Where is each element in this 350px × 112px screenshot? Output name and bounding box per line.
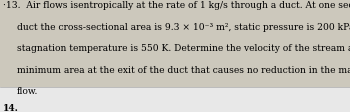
Text: 14.: 14. [3, 103, 19, 112]
Text: flow.: flow. [17, 86, 38, 95]
Bar [0, 87, 350, 112]
Text: minimum area at the exit of the duct that causes no reduction in the mass rate o: minimum area at the exit of the duct tha… [17, 65, 350, 74]
Text: duct the cross-sectional area is 9.3 × 10⁻³ m², static pressure is 200 kPa, and: duct the cross-sectional area is 9.3 × 1… [17, 22, 350, 31]
Text: ·13.  Air flows isentropically at the rate of 1 kg/s through a duct. At one sect: ·13. Air flows isentropically at the rat… [3, 1, 350, 10]
Text: stagnation temperature is 550 K. Determine the velocity of the stream and the: stagnation temperature is 550 K. Determi… [17, 44, 350, 53]
